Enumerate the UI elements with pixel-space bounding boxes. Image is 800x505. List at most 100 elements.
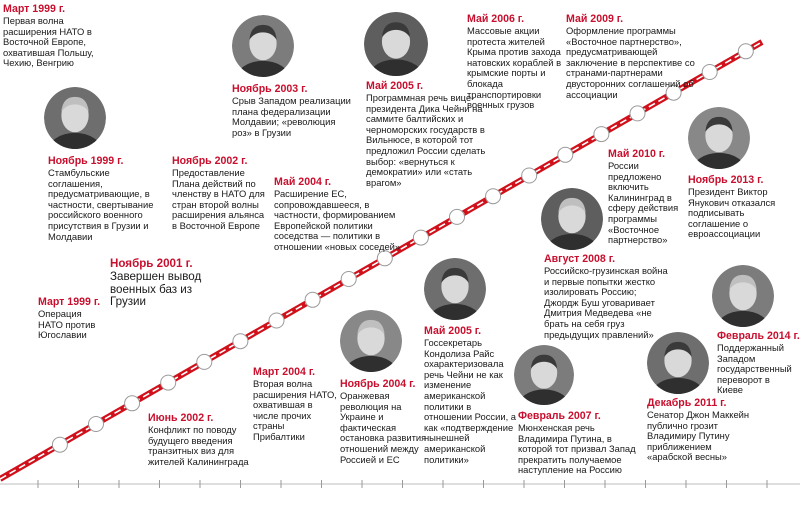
event-date: Май 2005 г.: [366, 80, 424, 92]
event-mar2004: Март 2004 г. Вторая волна расширения НАТ…: [253, 366, 338, 443]
portrait-icon: [688, 107, 750, 169]
timeline-dot: [701, 64, 718, 80]
event-date: Ноябрь 1999 г.: [48, 155, 124, 167]
event-may2004: Май 2004 г. Расширение ЕС, сопровождавше…: [274, 176, 402, 253]
event-date: Февраль 2007 г.: [518, 410, 601, 422]
portrait-yushchenko: [340, 310, 402, 372]
timeline-dot: [268, 312, 285, 329]
event-text: Массовые акции протеста жителей Крыма пр…: [467, 25, 562, 111]
portrait-saakashvili: [232, 15, 294, 77]
portrait-icon: [232, 15, 294, 77]
event-date: Ноябрь 2003 г.: [232, 83, 308, 95]
event-date: Май 2005 г.: [424, 325, 482, 337]
timeline-dot: [124, 395, 141, 412]
event-aug2008: Август 2008 г. Российско-грузинская войн…: [544, 253, 669, 340]
event-feb2007: Февраль 2007 г. Мюнхенская речь Владимир…: [518, 410, 638, 476]
event-may2006: Май 2006 г. Массовые акции протеста жите…: [467, 13, 572, 111]
timeline-dot: [737, 43, 754, 60]
timeline-dot: [665, 84, 682, 101]
portrait-cheney: [364, 12, 428, 76]
timeline-dot: [376, 250, 393, 267]
event-text: Президент Виктор Янукович отказался подп…: [688, 186, 776, 240]
event-text: Вторая волна расширения НАТО, охватившая…: [253, 378, 337, 442]
event-text: Расширение ЕС, сопровождавшееся, в частн…: [274, 188, 401, 252]
event-date: Май 2009 г.: [566, 13, 624, 25]
timeline-dot: [51, 436, 68, 453]
event-date: Март 1999 г.: [3, 3, 66, 15]
event-text: Предоставление Плана действий по членств…: [172, 167, 265, 231]
timeline-dot: [485, 188, 502, 205]
timeline-dot: [629, 105, 646, 122]
event-dec2011: Декабрь 2011 г. Сенатор Джон Маккейн пуб…: [647, 397, 753, 463]
event-text: России предложено включить Калининград в…: [608, 160, 679, 246]
timeline-dot: [232, 333, 249, 350]
event-text: Операция НАТО против Югославии: [38, 308, 96, 341]
portrait-icon: [424, 258, 486, 320]
event-date: Ноябрь 2004 г.: [340, 378, 416, 390]
portrait-bush: [541, 188, 603, 250]
event-text: Срыв Западом реализации плана федерализа…: [232, 95, 351, 138]
timeline-dot: [593, 126, 610, 143]
portrait-biden: [712, 265, 774, 327]
event-feb2014: Февраль 2014 г. Поддержанный Западом гос…: [717, 330, 800, 396]
event-jun2002: Июнь 2002 г. Конфликт по поводу будущего…: [148, 412, 253, 467]
timeline-dot: [557, 146, 574, 163]
timeline-dot: [160, 374, 177, 391]
portrait-icon: [514, 345, 574, 405]
event-may2010: Май 2010 г. России предложено включить К…: [608, 148, 688, 246]
timeline-dot: [449, 208, 465, 225]
timeline-dot: [521, 167, 538, 184]
event-text: Мюнхенская речь Владимира Путина, в кото…: [518, 422, 636, 476]
portrait-icon: [712, 265, 774, 327]
event-nov2003: Ноябрь 2003 г. Срыв Западом реализации п…: [232, 83, 354, 138]
portrait-putin: [514, 345, 574, 405]
event-date: Август 2008 г.: [544, 253, 616, 265]
event-text: Конфликт по поводу будущего введения тра…: [148, 424, 249, 467]
event-text: Оформление программы «Восточное партнерс…: [566, 25, 695, 100]
event-text: Первая волна расширения НАТО в Восточной…: [3, 15, 94, 69]
portrait-yanukovych: [688, 107, 750, 169]
portrait-mccain: [647, 332, 709, 394]
event-date: Май 2004 г.: [274, 176, 332, 188]
event-text: Программная речь вице-президента Дика Че…: [366, 92, 486, 188]
event-may2005a: Май 2005 г. Программная речь вице-презид…: [366, 80, 494, 188]
event-date: Март 2004 г.: [253, 366, 316, 378]
event-nov1999: Ноябрь 1999 г. Стамбульские соглашения, …: [48, 155, 160, 242]
event-date: Февраль 2014 г.: [717, 330, 800, 342]
event-nov2001: Ноябрь 2001 г. Завершен вывод военных ба…: [110, 258, 208, 309]
portrait-icon: [541, 188, 603, 250]
event-date: Март 1999 г.: [38, 296, 101, 308]
event-text: Завершен вывод военных баз из Грузии: [110, 270, 202, 309]
portrait-icon: [44, 87, 106, 149]
event-may2009: Май 2009 г. Оформление программы «Восточ…: [566, 13, 701, 100]
event-text: Сенатор Джон Маккейн публично грозит Вла…: [647, 409, 750, 463]
event-text: Госсекретарь Кондолиза Райс охарактеризо…: [424, 337, 517, 465]
event-date: Ноябрь 2001 г.: [110, 257, 193, 270]
event-mar1999a: Март 1999 г. Первая волна расширения НАТ…: [3, 3, 103, 69]
event-date: Декабрь 2011 г.: [647, 397, 727, 409]
timeline-dot: [340, 271, 357, 287]
event-text: Поддержанный Западом государственный пер…: [717, 342, 792, 396]
event-may2005b: Май 2005 г. Госсекретарь Кондолиза Райс …: [424, 325, 516, 465]
event-nov2004: Ноябрь 2004 г. Оранжевая революция на Ук…: [340, 378, 430, 465]
event-nov2002: Ноябрь 2002 г. Предоставление Плана дейс…: [172, 155, 267, 232]
event-mar1999b: Март 1999 г. Операция НАТО против Югосла…: [38, 296, 108, 341]
event-date: Май 2006 г.: [467, 13, 525, 25]
event-text: Стамбульские соглашения, предусматривающ…: [48, 167, 154, 242]
event-text: Оранжевая революция на Украине и фактиче…: [340, 390, 427, 465]
event-date: Июнь 2002 г.: [148, 412, 214, 424]
event-date: Ноябрь 2002 г.: [172, 155, 248, 167]
portrait-rice: [424, 258, 486, 320]
portrait-icon: [364, 12, 428, 76]
event-text: Российско-грузинская война и первые попы…: [544, 265, 668, 340]
event-nov2013: Ноябрь 2013 г. Президент Виктор Янукович…: [688, 174, 796, 240]
portrait-icon: [647, 332, 709, 394]
portrait-yeltsin: [44, 87, 106, 149]
timeline-dot: [412, 229, 429, 246]
event-date: Май 2010 г.: [608, 148, 666, 160]
event-date: Ноябрь 2013 г.: [688, 174, 764, 186]
timeline-dot: [196, 353, 213, 370]
timeline-dot: [304, 291, 321, 308]
